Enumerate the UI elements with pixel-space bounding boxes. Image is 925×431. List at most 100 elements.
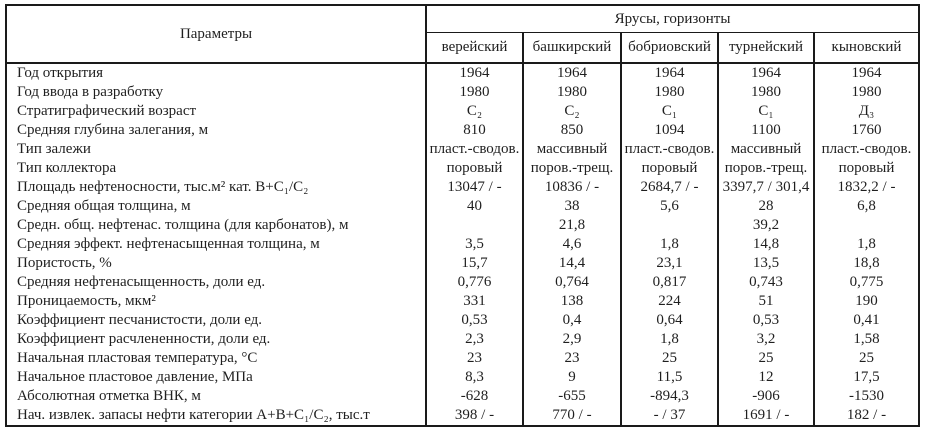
cell-value: 138 — [522, 292, 620, 311]
cell-value: поровый — [620, 159, 717, 178]
cell-value: 1832,2 / - — [813, 178, 918, 197]
param-label: Площадь нефтеносности, тыс.м² кат. В+С₁/… — [17, 179, 309, 195]
cell-value: 10836 / - — [522, 178, 620, 197]
cell-value: поров.-трещ. — [717, 159, 813, 178]
cell-value: 38 — [522, 197, 620, 216]
cell-value: 3397,7 / 301,4 — [717, 178, 813, 197]
cell-value: 28 — [717, 197, 813, 216]
cell-value: 1980 — [425, 83, 522, 102]
cell-value: 1094 — [620, 121, 717, 140]
cell-value: 5,6 — [620, 197, 717, 216]
cell-value: поровый — [425, 159, 522, 178]
cell-value: 1964 — [620, 64, 717, 83]
cell-value: 23 — [425, 349, 522, 368]
cell-value: 12 — [717, 368, 813, 387]
cell-value: -894,3 — [620, 387, 717, 406]
cell-value: 23,1 — [620, 254, 717, 273]
cell-value: 8,3 — [425, 368, 522, 387]
cell-value: поровый — [813, 159, 918, 178]
cell-value: 2,9 — [522, 330, 620, 349]
cell-value: 13047 / - — [425, 178, 522, 197]
cell-value: 40 — [425, 197, 522, 216]
cell-value: пласт.-сводов. — [813, 140, 918, 159]
cell-value: 0,41 — [813, 311, 918, 330]
cell-value: 1,8 — [620, 330, 717, 349]
cell-value: 1980 — [522, 83, 620, 102]
param-label: Средняя общая толщина, м — [17, 198, 191, 214]
param-label: Проницаемость, мкм² — [17, 293, 156, 309]
parameters-table: Параметры Ярусы, горизонты верейский баш… — [5, 4, 920, 427]
cell-value: 1,8 — [813, 235, 918, 254]
cell-value: 6,8 — [813, 197, 918, 216]
param-label: Коэффициент песчанистости, доли ед. — [17, 312, 263, 328]
cell-value: 0,53 — [717, 311, 813, 330]
cell-value: 1760 — [813, 121, 918, 140]
cell-value: -655 — [522, 387, 620, 406]
cell-value: 331 — [425, 292, 522, 311]
column-header-bashkirsky: башкирский — [522, 33, 620, 64]
cell-value: 25 — [620, 349, 717, 368]
param-label: Начальная пластовая температура, °С — [17, 350, 258, 366]
cell-value: С₁ — [717, 102, 813, 121]
cell-value: пласт.-сводов. — [620, 140, 717, 159]
cell-value: 0,53 — [425, 311, 522, 330]
cell-value: 0,743 — [717, 273, 813, 292]
cell-value: -906 — [717, 387, 813, 406]
cell-value: массивный — [522, 140, 620, 159]
param-label: Пористость, % — [17, 255, 112, 271]
cell-value: 2684,7 / - — [620, 178, 717, 197]
cell-value: 25 — [813, 349, 918, 368]
param-label: Средняя глубина залегания, м — [17, 122, 209, 138]
cell-value: 1980 — [813, 83, 918, 102]
cell-value: 21,8 — [522, 216, 620, 235]
cell-value: 0,775 — [813, 273, 918, 292]
cell-value: 18,8 — [813, 254, 918, 273]
cell-value: 15,7 — [425, 254, 522, 273]
cell-value: 23 — [522, 349, 620, 368]
cell-value: Д₃ — [813, 102, 918, 121]
param-label: Абсолютная отметка ВНК, м — [17, 388, 201, 404]
param-label: Средн. общ. нефтенас. толщина (для карбо… — [17, 217, 349, 233]
cell-value: 850 — [522, 121, 620, 140]
param-column-header: Параметры — [7, 6, 425, 64]
cell-value — [425, 216, 522, 235]
cell-value: 0,4 — [522, 311, 620, 330]
cell-value: 3,5 — [425, 235, 522, 254]
cell-value: 4,6 — [522, 235, 620, 254]
cell-value: - / 37 — [620, 406, 717, 425]
cell-value: 1,8 — [620, 235, 717, 254]
cell-value: 190 — [813, 292, 918, 311]
cell-value: 398 / - — [425, 406, 522, 425]
cell-value: 1964 — [425, 64, 522, 83]
param-label: Тип коллектора — [17, 160, 117, 176]
cell-value: С₂ — [425, 102, 522, 121]
cell-value: С₁ — [620, 102, 717, 121]
cell-value: 1964 — [522, 64, 620, 83]
cell-value: 770 / - — [522, 406, 620, 425]
cell-value: 0,817 — [620, 273, 717, 292]
cell-value: массивный — [717, 140, 813, 159]
cell-value: -1530 — [813, 387, 918, 406]
cell-value: 17,5 — [813, 368, 918, 387]
cell-value: 810 — [425, 121, 522, 140]
cell-value: 1980 — [620, 83, 717, 102]
param-label: Тип залежи — [17, 141, 91, 157]
cell-value: 0,764 — [522, 273, 620, 292]
cell-value — [813, 216, 918, 235]
cell-value: С₂ — [522, 102, 620, 121]
param-label: Коэффициент расчлененности, доли ед. — [17, 331, 271, 347]
param-label: Нач. извлек. запасы нефти категории А+В+… — [17, 407, 370, 423]
param-label: Год открытия — [17, 65, 104, 81]
cell-value: 11,5 — [620, 368, 717, 387]
param-label: Средняя нефтенасыщенность, доли ед. — [17, 274, 266, 290]
column-header-kynovsky: кыновский — [813, 33, 918, 64]
cell-value: 14,4 — [522, 254, 620, 273]
param-label: Год ввода в разработку — [17, 84, 164, 100]
column-header-vereysky: верейский — [425, 33, 522, 64]
cell-value: 1980 — [717, 83, 813, 102]
param-label: Стратиграфический возраст — [17, 103, 197, 119]
cell-value: 13,5 — [717, 254, 813, 273]
cell-value: 182 / - — [813, 406, 918, 425]
cell-value: 0,776 — [425, 273, 522, 292]
cell-value: 25 — [717, 349, 813, 368]
